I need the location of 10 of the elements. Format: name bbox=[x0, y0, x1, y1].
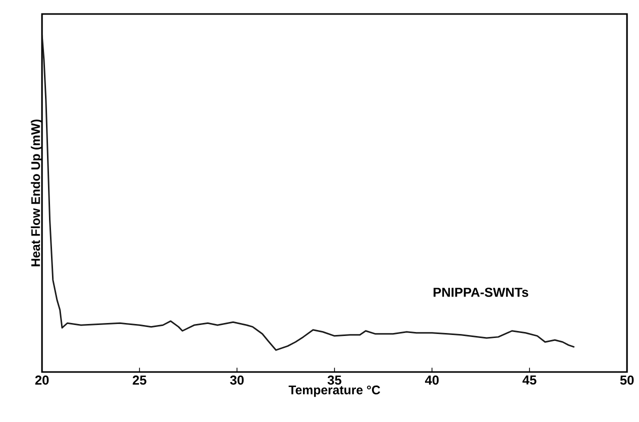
x-tick-label: 40 bbox=[425, 376, 439, 385]
x-tick-label: 25 bbox=[132, 376, 146, 385]
text: PNIPPA-SWNTs bbox=[434, 288, 528, 297]
x-tick-label: 50 bbox=[620, 376, 634, 385]
x-tick-label: 45 bbox=[522, 376, 536, 385]
y-axis-title: Heat Flow Endo Up (mW) bbox=[30, 120, 42, 266]
x-tick-label: 30 bbox=[230, 376, 244, 385]
x-tick-label: 35 bbox=[328, 376, 342, 385]
x-axis-title: Temperature °C bbox=[288, 386, 380, 397]
x-tick-label: 20 bbox=[35, 376, 49, 385]
